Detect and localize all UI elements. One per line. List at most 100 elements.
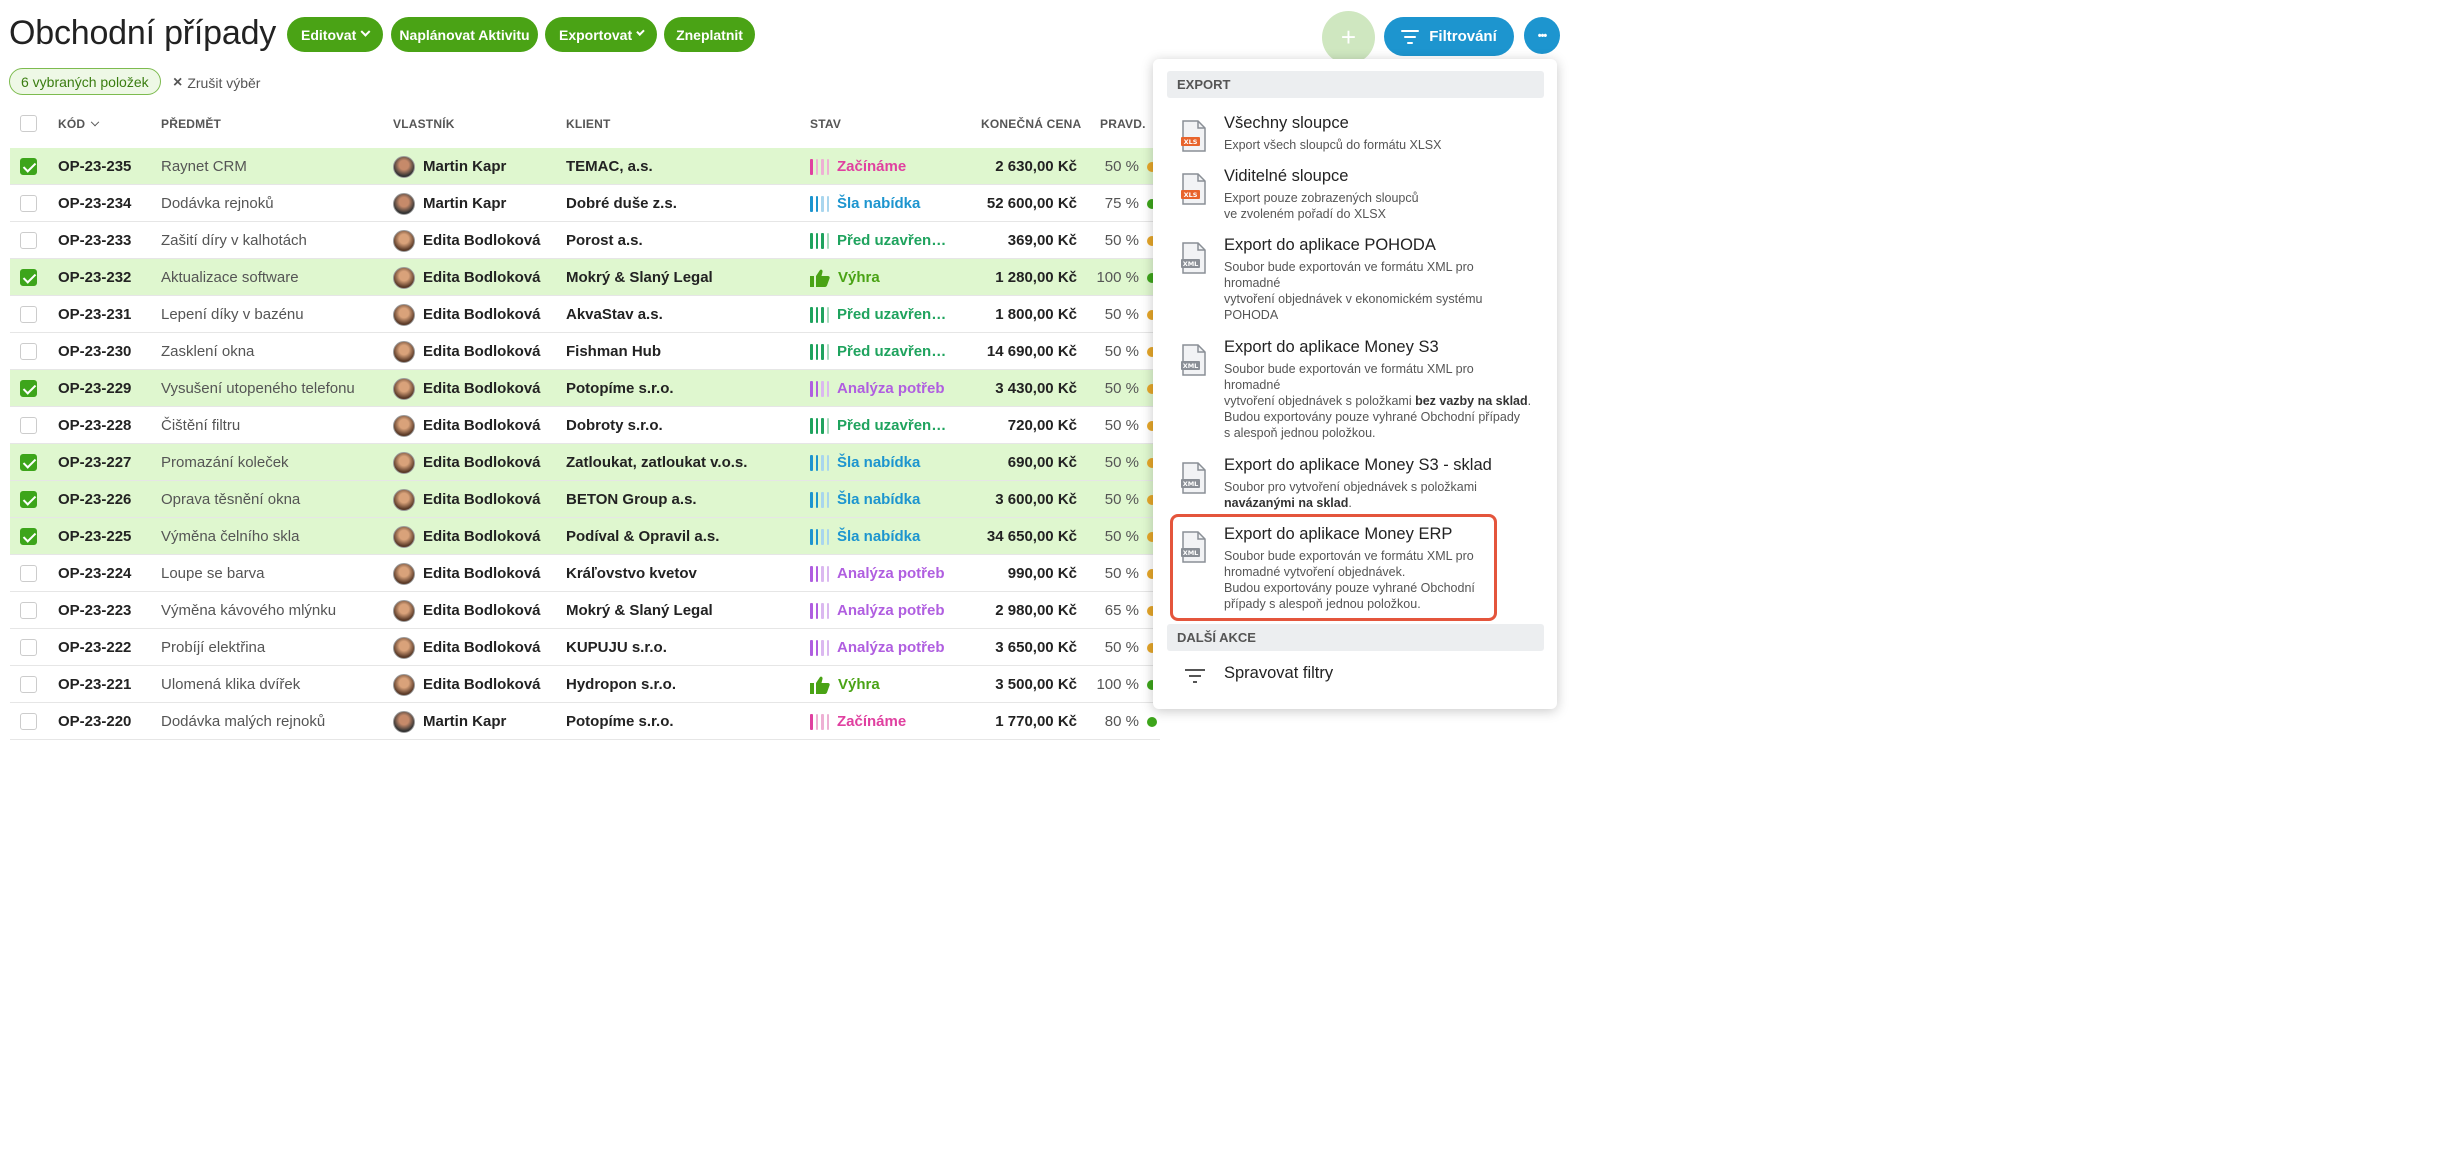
table-row[interactable]: OP-23-221 Ulomená klika dvířek Edita Bodlo…: [10, 666, 1160, 703]
table-row[interactable]: OP-23-220 Dodávka malých rejnoků Martin Ka…: [10, 703, 1160, 740]
column-header-owner[interactable]: VLASTNÍK: [393, 117, 455, 131]
row-subject[interactable]: Promazání koleček: [161, 454, 289, 471]
row-checkbox[interactable]: [20, 232, 37, 249]
item-description-bold: bez vazby na sklad: [1415, 394, 1528, 408]
table-row[interactable]: OP-23-227 Promazání koleček Edita Bodlokov…: [10, 444, 1160, 481]
row-checkbox[interactable]: [20, 158, 37, 175]
row-client: Potopíme s.r.o.: [566, 380, 674, 397]
row-checkbox[interactable]: [20, 713, 37, 730]
table-row[interactable]: OP-23-225 Výměna čelního skla Edita Bodlok…: [10, 518, 1160, 555]
item-description-line: případy s alespoň jednou položkou.: [1224, 597, 1421, 611]
stage-bars-icon: [810, 713, 829, 730]
table-row[interactable]: OP-23-228 Čištění filtru Edita Bodloková Do…: [10, 407, 1160, 444]
export-menu-item[interactable]: XLS Všechny sloupce Export všech sloupců d…: [1181, 114, 1541, 174]
row-checkbox[interactable]: [20, 454, 37, 471]
row-subject[interactable]: Vysušení utopeného telefonu: [161, 380, 355, 397]
filter-button[interactable]: Filtrování: [1384, 17, 1514, 56]
row-code[interactable]: OP-23-222: [58, 639, 132, 656]
table-row[interactable]: OP-23-232 Aktualizace software Edita Bodlo…: [10, 259, 1160, 296]
row-code[interactable]: OP-23-232: [58, 269, 132, 286]
row-checkbox[interactable]: [20, 565, 37, 582]
manage-filters-item[interactable]: Spravovat filtry: [1181, 664, 1541, 692]
row-subject[interactable]: Čištění filtru: [161, 417, 241, 434]
svg-text:XML: XML: [1183, 480, 1199, 488]
table-row[interactable]: OP-23-224 Loupe se barva Edita Bodloková Kr…: [10, 555, 1160, 592]
row-code[interactable]: OP-23-234: [58, 195, 132, 212]
row-checkbox[interactable]: [20, 528, 37, 545]
column-header-subject[interactable]: PŘEDMĚT: [161, 117, 222, 131]
row-code[interactable]: OP-23-228: [58, 417, 132, 434]
row-subject[interactable]: Zasklení okna: [161, 343, 255, 360]
table-row[interactable]: OP-23-234 Dodávka rejnoků Martin Kapr Dobré…: [10, 185, 1160, 222]
export-menu-item[interactable]: XLS Viditelné sloupce Export pouze zobraze…: [1181, 167, 1541, 227]
export-button[interactable]: Exportovat: [545, 17, 657, 52]
row-checkbox[interactable]: [20, 639, 37, 656]
row-client: Hydropon s.r.o.: [566, 676, 677, 693]
export-menu-item[interactable]: XML Export do aplikace Money S3 - sklad So…: [1181, 456, 1541, 516]
row-code[interactable]: OP-23-231: [58, 306, 132, 323]
export-menu-item[interactable]: XML Export do aplikace POHODA Soubor bude …: [1181, 236, 1541, 322]
row-subject[interactable]: Výměna kávového mlýnku: [161, 602, 337, 619]
row-subject[interactable]: Raynet CRM: [161, 158, 247, 175]
row-checkbox[interactable]: [20, 491, 37, 508]
row-client: Dobré duše z.s.: [566, 195, 677, 212]
export-menu-item[interactable]: XML Export do aplikace Money S3 Soubor bud…: [1181, 338, 1541, 440]
column-header-client[interactable]: KLIENT: [566, 117, 611, 131]
row-checkbox[interactable]: [20, 195, 37, 212]
plan-activity-button[interactable]: Naplánovat Aktivitu: [391, 17, 538, 52]
row-subject[interactable]: Oprava těsnění okna: [161, 491, 301, 508]
column-header-state[interactable]: STAV: [810, 117, 842, 131]
row-code[interactable]: OP-23-220: [58, 713, 132, 730]
owner-name: Edita Bodloková: [423, 454, 541, 471]
row-price: 1 770,00 Kč: [995, 713, 1077, 730]
row-code[interactable]: OP-23-230: [58, 343, 132, 360]
row-code[interactable]: OP-23-225: [58, 528, 132, 545]
row-price: 2 980,00 Kč: [995, 602, 1077, 619]
select-all-checkbox[interactable]: [20, 115, 37, 132]
row-subject[interactable]: Lepení díky v bazénu: [161, 306, 304, 323]
more-options-button[interactable]: •••: [1524, 17, 1560, 54]
row-code[interactable]: OP-23-235: [58, 158, 132, 175]
row-checkbox[interactable]: [20, 676, 37, 693]
table-row[interactable]: OP-23-231 Lepení díky v bazénu Edita Bodlo…: [10, 296, 1160, 333]
column-header-code[interactable]: KÓD: [58, 117, 100, 131]
row-code[interactable]: OP-23-226: [58, 491, 132, 508]
row-probability: 50 %: [1104, 417, 1139, 434]
row-code[interactable]: OP-23-221: [58, 676, 132, 693]
row-subject[interactable]: Aktualizace software: [161, 269, 299, 286]
table-row[interactable]: OP-23-235 Raynet CRM Martin Kapr TEMAC, a.s…: [10, 148, 1160, 185]
row-checkbox[interactable]: [20, 306, 37, 323]
column-header-probability[interactable]: PRAVD.: [1100, 117, 1146, 131]
clear-selection-link[interactable]: × Zrušit výběr: [173, 74, 260, 92]
edit-button[interactable]: Editovat: [287, 17, 383, 52]
row-checkbox[interactable]: [20, 343, 37, 360]
table-row[interactable]: OP-23-222 Probíjí elektřina Edita Bodlokov…: [10, 629, 1160, 666]
row-checkbox[interactable]: [20, 269, 37, 286]
row-subject[interactable]: Loupe se barva: [161, 565, 265, 582]
add-button[interactable]: +: [1322, 11, 1375, 64]
thumbs-up-icon: [810, 269, 830, 287]
row-subject[interactable]: Dodávka malých rejnoků: [161, 713, 326, 730]
plus-icon: +: [1340, 22, 1357, 52]
table-row[interactable]: OP-23-229 Vysušení utopeného telefonu Edit…: [10, 370, 1160, 407]
row-checkbox[interactable]: [20, 380, 37, 397]
table-row[interactable]: OP-23-226 Oprava těsnění okna Edita Bodlok…: [10, 481, 1160, 518]
invalidate-button[interactable]: Zneplatnit: [664, 17, 755, 52]
row-subject[interactable]: Ulomená klika dvířek: [161, 676, 301, 693]
row-checkbox[interactable]: [20, 417, 37, 434]
export-menu-item[interactable]: XML Export do aplikace Money ERP Soubor bu…: [1181, 525, 1541, 611]
table-row[interactable]: OP-23-230 Zasklení okna Edita Bodloková Fis…: [10, 333, 1160, 370]
table-row[interactable]: OP-23-233 Zašití díry v kalhotách Edita Bo…: [10, 222, 1160, 259]
row-code[interactable]: OP-23-227: [58, 454, 132, 471]
row-subject[interactable]: Probíjí elektřina: [161, 639, 266, 656]
table-row[interactable]: OP-23-223 Výměna kávového mlýnku Edita Bod…: [10, 592, 1160, 629]
row-subject[interactable]: Dodávka rejnoků: [161, 195, 274, 212]
row-code[interactable]: OP-23-223: [58, 602, 132, 619]
row-subject[interactable]: Výměna čelního skla: [161, 528, 300, 545]
row-code[interactable]: OP-23-233: [58, 232, 132, 249]
row-code[interactable]: OP-23-229: [58, 380, 132, 397]
column-header-price[interactable]: KONEČNÁ CENA: [981, 117, 1082, 131]
row-subject[interactable]: Zašití díry v kalhotách: [161, 232, 307, 249]
row-code[interactable]: OP-23-224: [58, 565, 132, 582]
row-checkbox[interactable]: [20, 602, 37, 619]
